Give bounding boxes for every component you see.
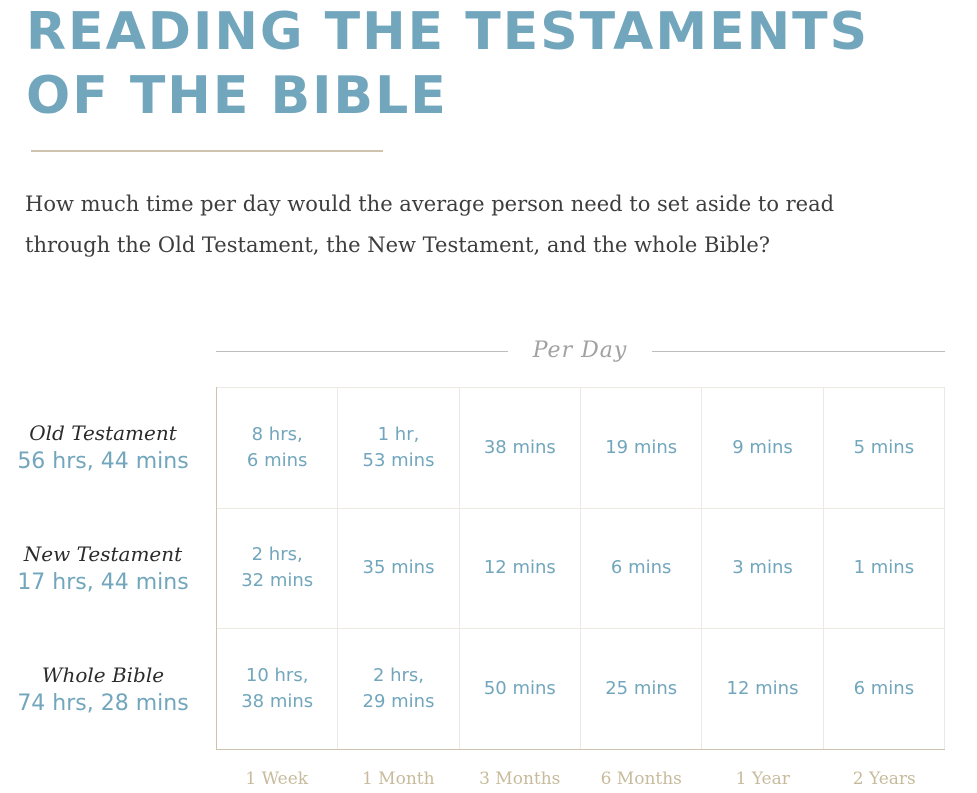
per-day-heading: Per Day bbox=[532, 338, 628, 363]
row-total: 56 hrs, 44 mins bbox=[17, 449, 189, 474]
column-label-1-month: 1 Month bbox=[361, 769, 435, 789]
grid-cell: 25 mins bbox=[581, 628, 703, 749]
grid-cell: 12 mins bbox=[459, 507, 581, 629]
page-title: READING THE TESTAMENTS OF THE BIBLE bbox=[26, 0, 926, 128]
grid-cell: 2 hrs, 29 mins bbox=[338, 628, 460, 749]
row-name: Old Testament bbox=[29, 421, 177, 445]
row-total: 74 hrs, 28 mins bbox=[17, 691, 189, 716]
grid-cell: 3 mins bbox=[702, 507, 824, 629]
reading-time-grid: 8 hrs, 6 mins 1 hr, 53 mins 38 mins 19 m… bbox=[216, 387, 945, 750]
title-line-1: READING THE TESTAMENTS bbox=[26, 2, 870, 62]
grid-cell: 6 mins bbox=[823, 628, 945, 749]
grid-cell: 10 hrs, 38 mins bbox=[217, 628, 339, 749]
row-total: 17 hrs, 44 mins bbox=[17, 570, 189, 595]
column-label-3-months: 3 Months bbox=[479, 769, 561, 789]
row-label-old-testament: Old Testament 56 hrs, 44 mins bbox=[0, 419, 206, 477]
per-day-rule-right bbox=[652, 351, 945, 352]
column-label-2-years: 2 Years bbox=[852, 769, 916, 789]
row-name: New Testament bbox=[23, 542, 183, 566]
grid-cell: 8 hrs, 6 mins bbox=[217, 387, 339, 508]
row-label-new-testament: New Testament 17 hrs, 44 mins bbox=[0, 540, 206, 598]
column-label-6-months: 6 Months bbox=[600, 769, 682, 789]
row-label-whole-bible: Whole Bible 74 hrs, 28 mins bbox=[0, 661, 206, 719]
column-labels: 1 Week 1 Month 3 Months 6 Months 1 Year … bbox=[216, 766, 945, 792]
grid-cell: 50 mins bbox=[459, 628, 581, 749]
title-line-2: OF THE BIBLE bbox=[26, 66, 448, 126]
intro-text: How much time per day would the average … bbox=[25, 192, 835, 257]
grid-cell: 5 mins bbox=[823, 387, 945, 508]
grid-cell: 38 mins bbox=[459, 387, 581, 508]
per-day-rule-left bbox=[216, 351, 508, 352]
grid-cell: 2 hrs, 32 mins bbox=[217, 507, 339, 629]
grid-cell: 35 mins bbox=[338, 507, 460, 629]
column-label-1-week: 1 Week bbox=[245, 769, 309, 789]
grid-cell: 1 hr, 53 mins bbox=[338, 387, 460, 508]
column-label-1-year: 1 Year bbox=[735, 769, 790, 789]
grid-cell: 9 mins bbox=[702, 387, 824, 508]
row-name: Whole Bible bbox=[41, 663, 165, 687]
grid-cell: 1 mins bbox=[823, 507, 945, 629]
grid-cell: 6 mins bbox=[581, 507, 703, 629]
grid-cell: 19 mins bbox=[581, 387, 703, 508]
title-divider bbox=[31, 150, 383, 152]
grid-cell: 12 mins bbox=[702, 628, 824, 749]
